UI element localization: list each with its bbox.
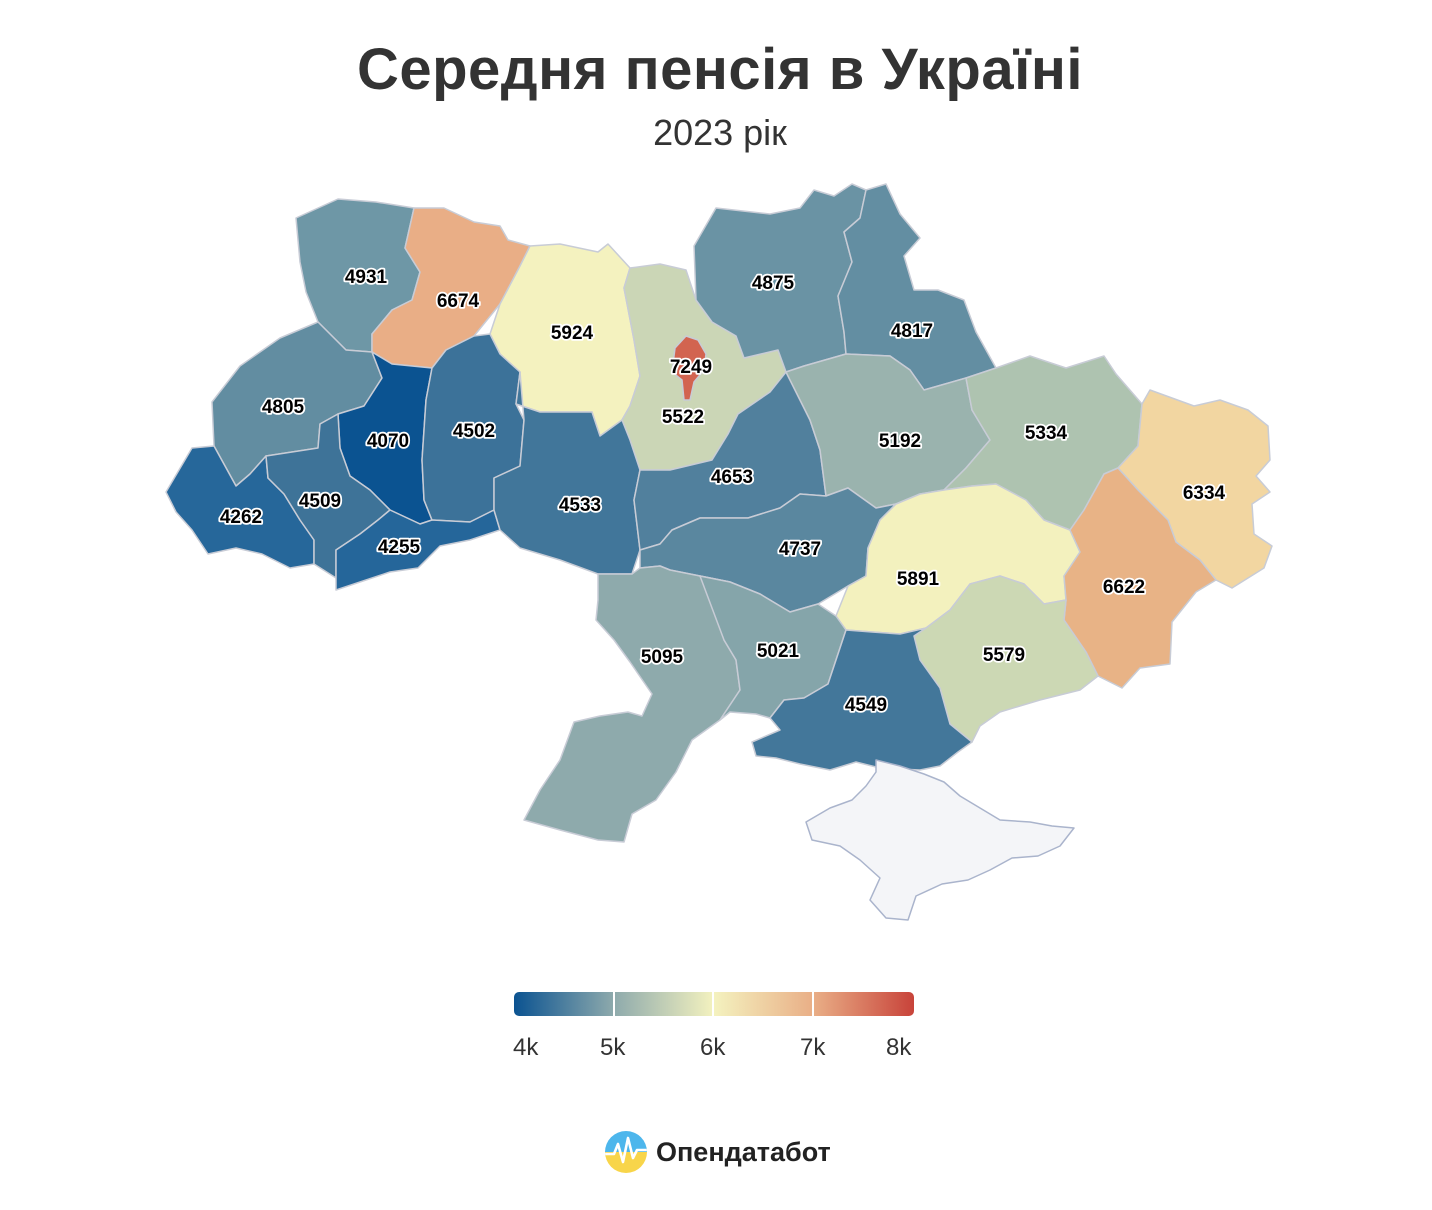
regions-layer bbox=[165, 183, 1273, 921]
chart-title: Середня пенсія в Україні bbox=[356, 37, 1084, 102]
brand-logo: Опендатабот bbox=[604, 1130, 831, 1174]
region-vinnytsia[interactable] bbox=[493, 371, 641, 575]
ukraine-map: 4931 6674 5924 5522 7249 4875 4817 4805 … bbox=[165, 183, 1273, 921]
label-odesa: 5095 bbox=[641, 647, 684, 668]
label-kharkiv: 5334 bbox=[1025, 423, 1068, 444]
legend-tick-label: 8k bbox=[886, 1034, 912, 1061]
legend-divider bbox=[812, 992, 814, 1016]
legend-tick-label: 4k bbox=[513, 1034, 539, 1061]
legend-tick-label: 6k bbox=[700, 1034, 726, 1061]
brand-name: Опендатабот bbox=[656, 1136, 831, 1167]
label-sumy: 4817 bbox=[891, 321, 933, 342]
label-luhansk: 6334 bbox=[1183, 483, 1226, 504]
label-poltava: 5192 bbox=[879, 431, 921, 452]
legend-tick-label: 7k bbox=[800, 1034, 826, 1061]
label-kherson: 4549 bbox=[845, 695, 887, 716]
label-chernihiv: 4875 bbox=[752, 273, 795, 294]
label-khmelnytskyi: 4502 bbox=[453, 421, 495, 442]
label-cherkasy: 4653 bbox=[711, 467, 753, 488]
region-kyiv-city[interactable] bbox=[671, 335, 707, 401]
opendatabot-icon bbox=[605, 1131, 647, 1173]
region-labels: 4931 6674 5924 5522 7249 4875 4817 4805 … bbox=[218, 265, 1227, 718]
label-rivne: 6674 bbox=[437, 291, 480, 312]
legend-divider bbox=[613, 992, 615, 1016]
label-zakarpattia: 4262 bbox=[220, 507, 262, 528]
label-volyn: 4931 bbox=[345, 267, 388, 288]
label-ivano-frankivsk: 4509 bbox=[299, 491, 341, 512]
label-kyiv-oblast: 5522 bbox=[662, 407, 704, 428]
region-kherson[interactable] bbox=[751, 627, 973, 771]
label-zhytomyr: 5924 bbox=[551, 323, 594, 344]
region-crimea[interactable] bbox=[805, 759, 1075, 921]
label-chernivtsi: 4255 bbox=[378, 537, 421, 558]
chart-subtitle: 2023 рік bbox=[653, 112, 787, 153]
label-dnipropetrovsk: 5891 bbox=[897, 569, 940, 590]
label-kirovohrad: 4737 bbox=[779, 539, 821, 560]
label-donetsk: 6622 bbox=[1103, 577, 1145, 598]
legend-divider bbox=[712, 992, 714, 1016]
label-ternopil: 4070 bbox=[367, 431, 409, 452]
label-zaporizhzhia: 5579 bbox=[983, 645, 1025, 666]
legend-color-scale bbox=[514, 992, 914, 1016]
label-lviv: 4805 bbox=[262, 397, 305, 418]
region-odesa[interactable] bbox=[523, 565, 741, 843]
label-vinnytsia: 4533 bbox=[559, 495, 601, 516]
label-kyiv-city: 7249 bbox=[670, 357, 712, 378]
legend-tick-label: 5k bbox=[600, 1034, 626, 1061]
label-mykolaiv: 5021 bbox=[757, 641, 800, 662]
